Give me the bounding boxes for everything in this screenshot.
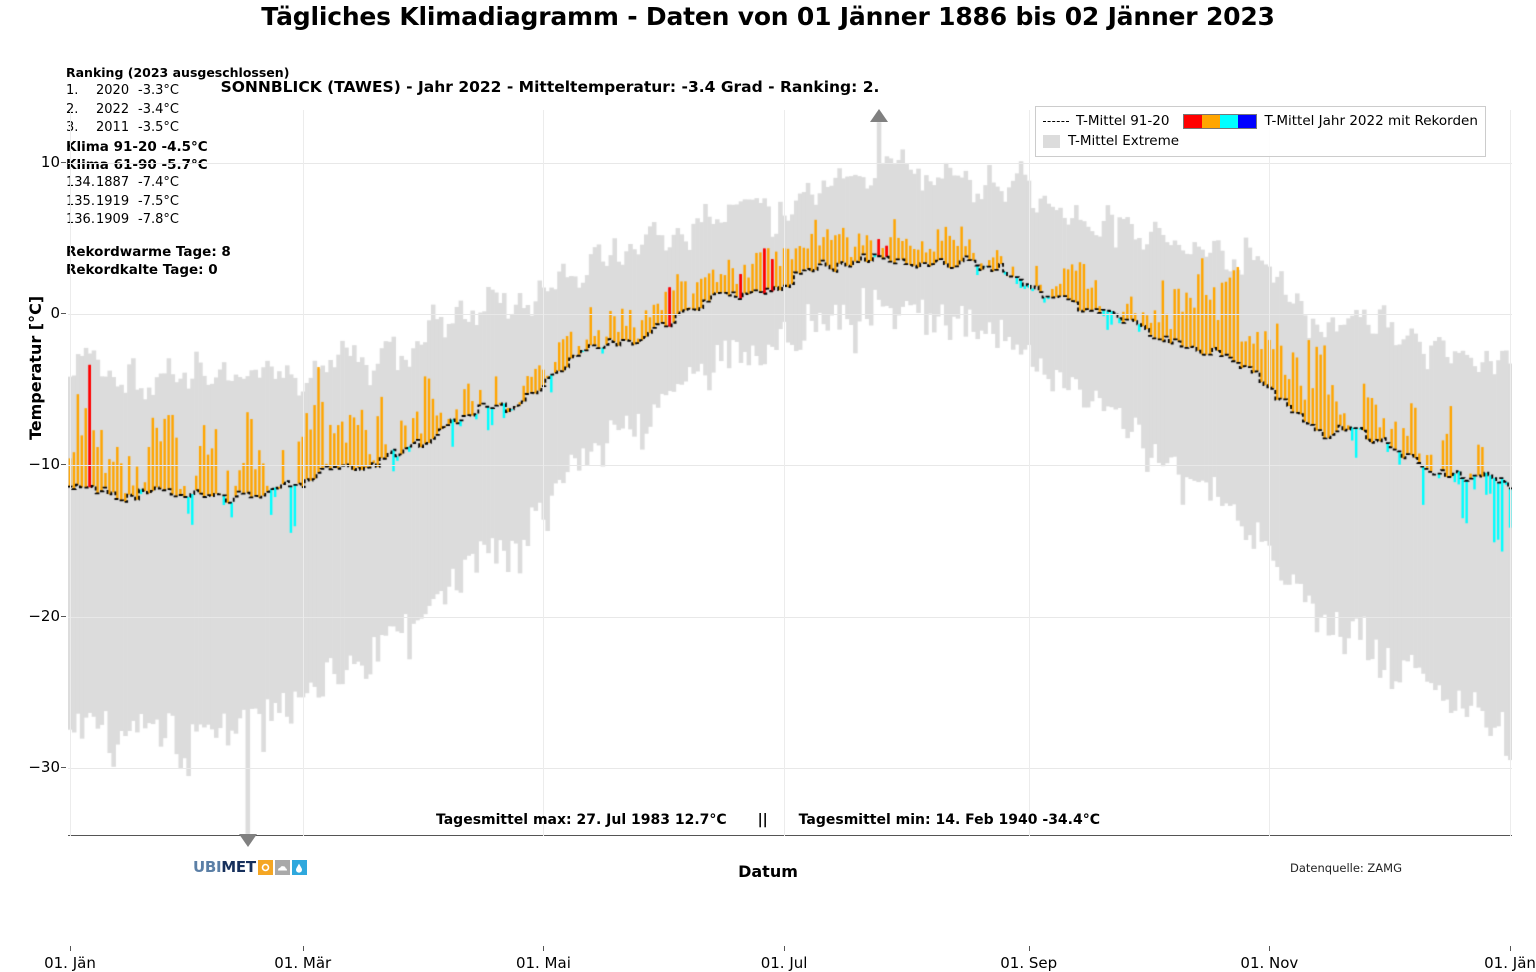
- logo-text-ubi: UBI: [193, 858, 222, 876]
- x-tick-mark: [1028, 946, 1030, 951]
- x-tick-mark: [302, 946, 304, 951]
- y-axis-label: Temperatur [°C]: [26, 295, 45, 440]
- x-tick-label: 01. Sep: [1000, 954, 1058, 972]
- x-tick-mark: [543, 946, 545, 951]
- gridline-horizontal: [68, 616, 1512, 618]
- legend-label-mean: T-Mittel 91-20: [1076, 113, 1170, 129]
- x-tick-label: 01. Mär: [274, 954, 332, 972]
- swatch-record-warm: [1184, 114, 1203, 128]
- x-tick-mark: [784, 946, 786, 951]
- gridline-horizontal: [68, 767, 1512, 769]
- extreme-max-text: Tagesmittel max: 27. Jul 1983 12.7°C: [435, 812, 727, 828]
- gridline-vertical: [1269, 110, 1271, 836]
- x-tick-label: 01. Mai: [515, 954, 571, 972]
- x-tick-mark: [1269, 946, 1271, 951]
- legend-row-bottom: T-Mittel Extreme: [1043, 131, 1478, 151]
- extreme-min-text: Tagesmittel min: 14. Feb 1940 -34.4°C: [798, 812, 1101, 828]
- gridline-horizontal: [68, 162, 1512, 164]
- extremes-annotation: Tagesmittel max: 27. Jul 1983 12.7°C || …: [0, 812, 1536, 828]
- x-axis-label: Datum: [738, 862, 798, 881]
- x-tick-label: 01. Jän: [1484, 954, 1536, 972]
- legend-row-top: T-Mittel 91-20 T-Mittel Jahr 2022 mit Re…: [1043, 111, 1478, 131]
- climate-chart-plot: 10 0 −10 −20 −30 01. Jän 01. Mär 01. Mai 01. Ju…: [26, 109, 1536, 972]
- extremes-swatch-icon: [1043, 134, 1060, 148]
- swatch-record-cold: [1238, 114, 1257, 128]
- gridline-horizontal: [68, 314, 1512, 316]
- x-tick-label: 01. Nov: [1240, 954, 1299, 972]
- y-tick-label: 0: [8, 304, 66, 322]
- chart-subtitle: SONNBLICK (TAWES) - Jahr 2022 - Mittelte…: [220, 78, 880, 96]
- dashed-line-icon: [1043, 120, 1069, 122]
- ubimet-logo: UBI MET: [193, 860, 307, 875]
- swatch-cold: [1220, 114, 1239, 128]
- x-tick-label: 01. Jul: [760, 954, 808, 972]
- color-swatch-group: [1183, 113, 1258, 129]
- gridline-vertical: [1510, 110, 1512, 836]
- gridline-vertical: [69, 110, 71, 836]
- y-tick-label: −20: [8, 607, 66, 625]
- droplet-icon: [291, 860, 307, 875]
- x-tick-mark: [1510, 946, 1512, 951]
- gridline-vertical: [543, 110, 545, 836]
- gridline-vertical: [302, 110, 304, 836]
- page-title: Tägliches Klimadiagramm - Daten von 01 J…: [261, 2, 1275, 31]
- legend-label-extremes: T-Mittel Extreme: [1068, 133, 1180, 149]
- y-tick-label: −10: [8, 455, 66, 473]
- swatch-warm: [1202, 114, 1221, 128]
- chart-legend: T-Mittel 91-20 T-Mittel Jahr 2022 mit Re…: [1035, 106, 1486, 157]
- y-tick-label: 10: [8, 153, 66, 171]
- data-source-note: Datenquelle: ZAMG: [1290, 861, 1403, 875]
- record-max-arrow: [869, 109, 888, 123]
- legend-label-year: T-Mittel Jahr 2022 mit Rekorden: [1264, 113, 1478, 129]
- x-axis-spine: [68, 835, 1512, 836]
- record-min-arrow: [238, 834, 257, 848]
- gridline-horizontal: [68, 465, 1512, 467]
- ranking-header: Ranking (2023 ausgeschlossen): [66, 65, 290, 80]
- gridline-vertical: [1028, 110, 1030, 836]
- logo-text-met: MET: [221, 858, 256, 876]
- ranking-row-1: 1. 2020 -3.3°C: [66, 83, 179, 99]
- y-tick-label: −30: [8, 758, 66, 776]
- gridline-vertical: [784, 110, 786, 836]
- x-tick-mark: [69, 946, 71, 951]
- chart-canvas: [68, 110, 1512, 836]
- sun-icon: [257, 860, 273, 875]
- extremes-separator: ||: [757, 812, 768, 828]
- cloud-icon: [274, 860, 290, 875]
- x-tick-label: 01. Jän: [44, 954, 96, 972]
